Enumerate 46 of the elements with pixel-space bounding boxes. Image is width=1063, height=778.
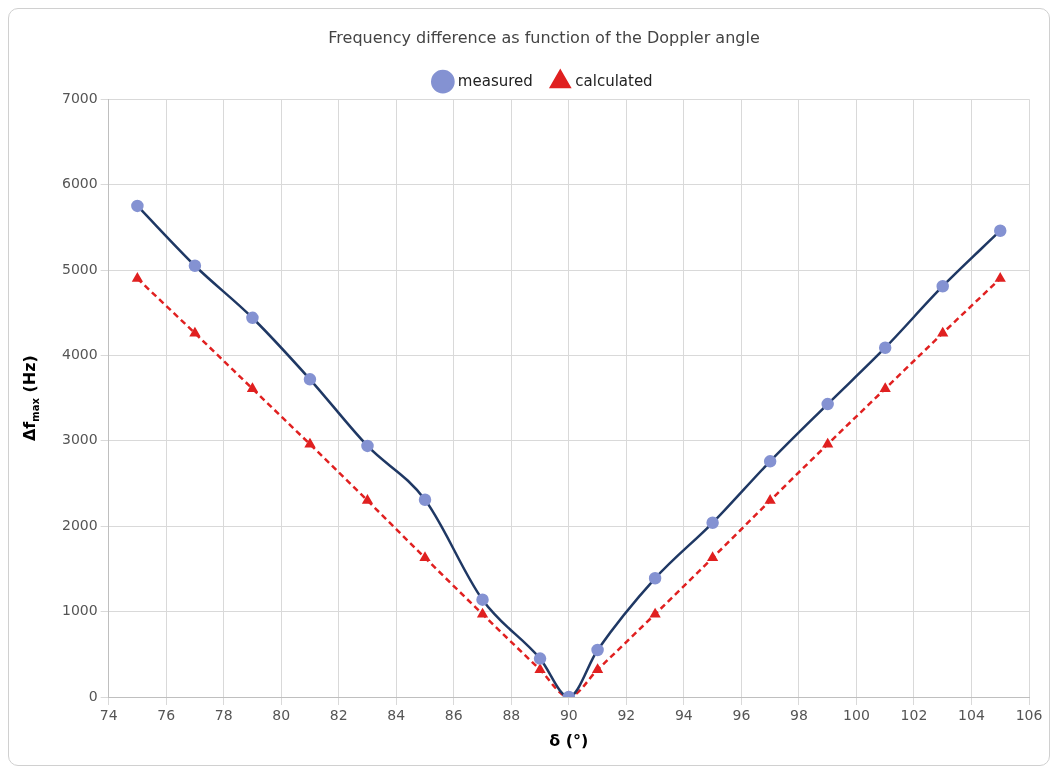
x-tick-label: 74	[99, 707, 118, 724]
point	[477, 608, 488, 618]
y-tick-label: 2000	[61, 516, 98, 533]
x-tick-label: 80	[272, 707, 291, 724]
x-tick-label: 96	[732, 707, 751, 724]
y-tick-label: 6000	[61, 175, 98, 192]
point	[190, 327, 200, 337]
x-tick-label: 106	[1015, 707, 1043, 724]
point	[420, 552, 430, 562]
y-tick-label: 7000	[61, 89, 98, 106]
point	[650, 608, 660, 618]
x-tick-label: 100	[843, 707, 870, 724]
point	[765, 495, 775, 504]
y-tick-label: 1000	[61, 602, 98, 619]
point	[592, 664, 603, 673]
chart-title: Frequency difference as function of the Doppler angle	[328, 27, 760, 47]
y-tick-label: 0	[88, 687, 98, 704]
point	[362, 495, 373, 504]
x-tick-label: 90	[559, 707, 578, 724]
x-tick-label: 92	[617, 707, 636, 724]
point	[535, 664, 545, 673]
legend-label: measured	[457, 71, 533, 90]
x-axis-title: δ (°)	[549, 730, 589, 750]
point	[880, 383, 890, 392]
point	[132, 273, 143, 282]
x-tick-label: 82	[329, 707, 348, 724]
point	[995, 273, 1005, 282]
x-tick-label: 78	[214, 707, 233, 724]
x-tick-label: 84	[387, 707, 406, 724]
y-tick-label: 3000	[61, 431, 98, 448]
y-tick-label: 4000	[61, 346, 98, 363]
x-tick-label: 98	[789, 707, 808, 724]
point	[938, 327, 948, 337]
x-tick-label: 86	[444, 707, 463, 724]
point	[822, 438, 833, 448]
x-tick-label: 94	[674, 707, 693, 724]
x-tick-label: 76	[157, 707, 176, 724]
y-tick-label: 5000	[61, 260, 98, 277]
point	[707, 552, 718, 562]
x-tick-label: 88	[502, 707, 521, 724]
x-tick-label: 104	[958, 707, 985, 724]
legend-label: calculated	[575, 71, 653, 90]
point	[305, 438, 315, 448]
point	[247, 383, 258, 392]
x-tick-label: 102	[900, 707, 928, 724]
y-axis-title: Δfmax (Hz)	[20, 355, 41, 442]
